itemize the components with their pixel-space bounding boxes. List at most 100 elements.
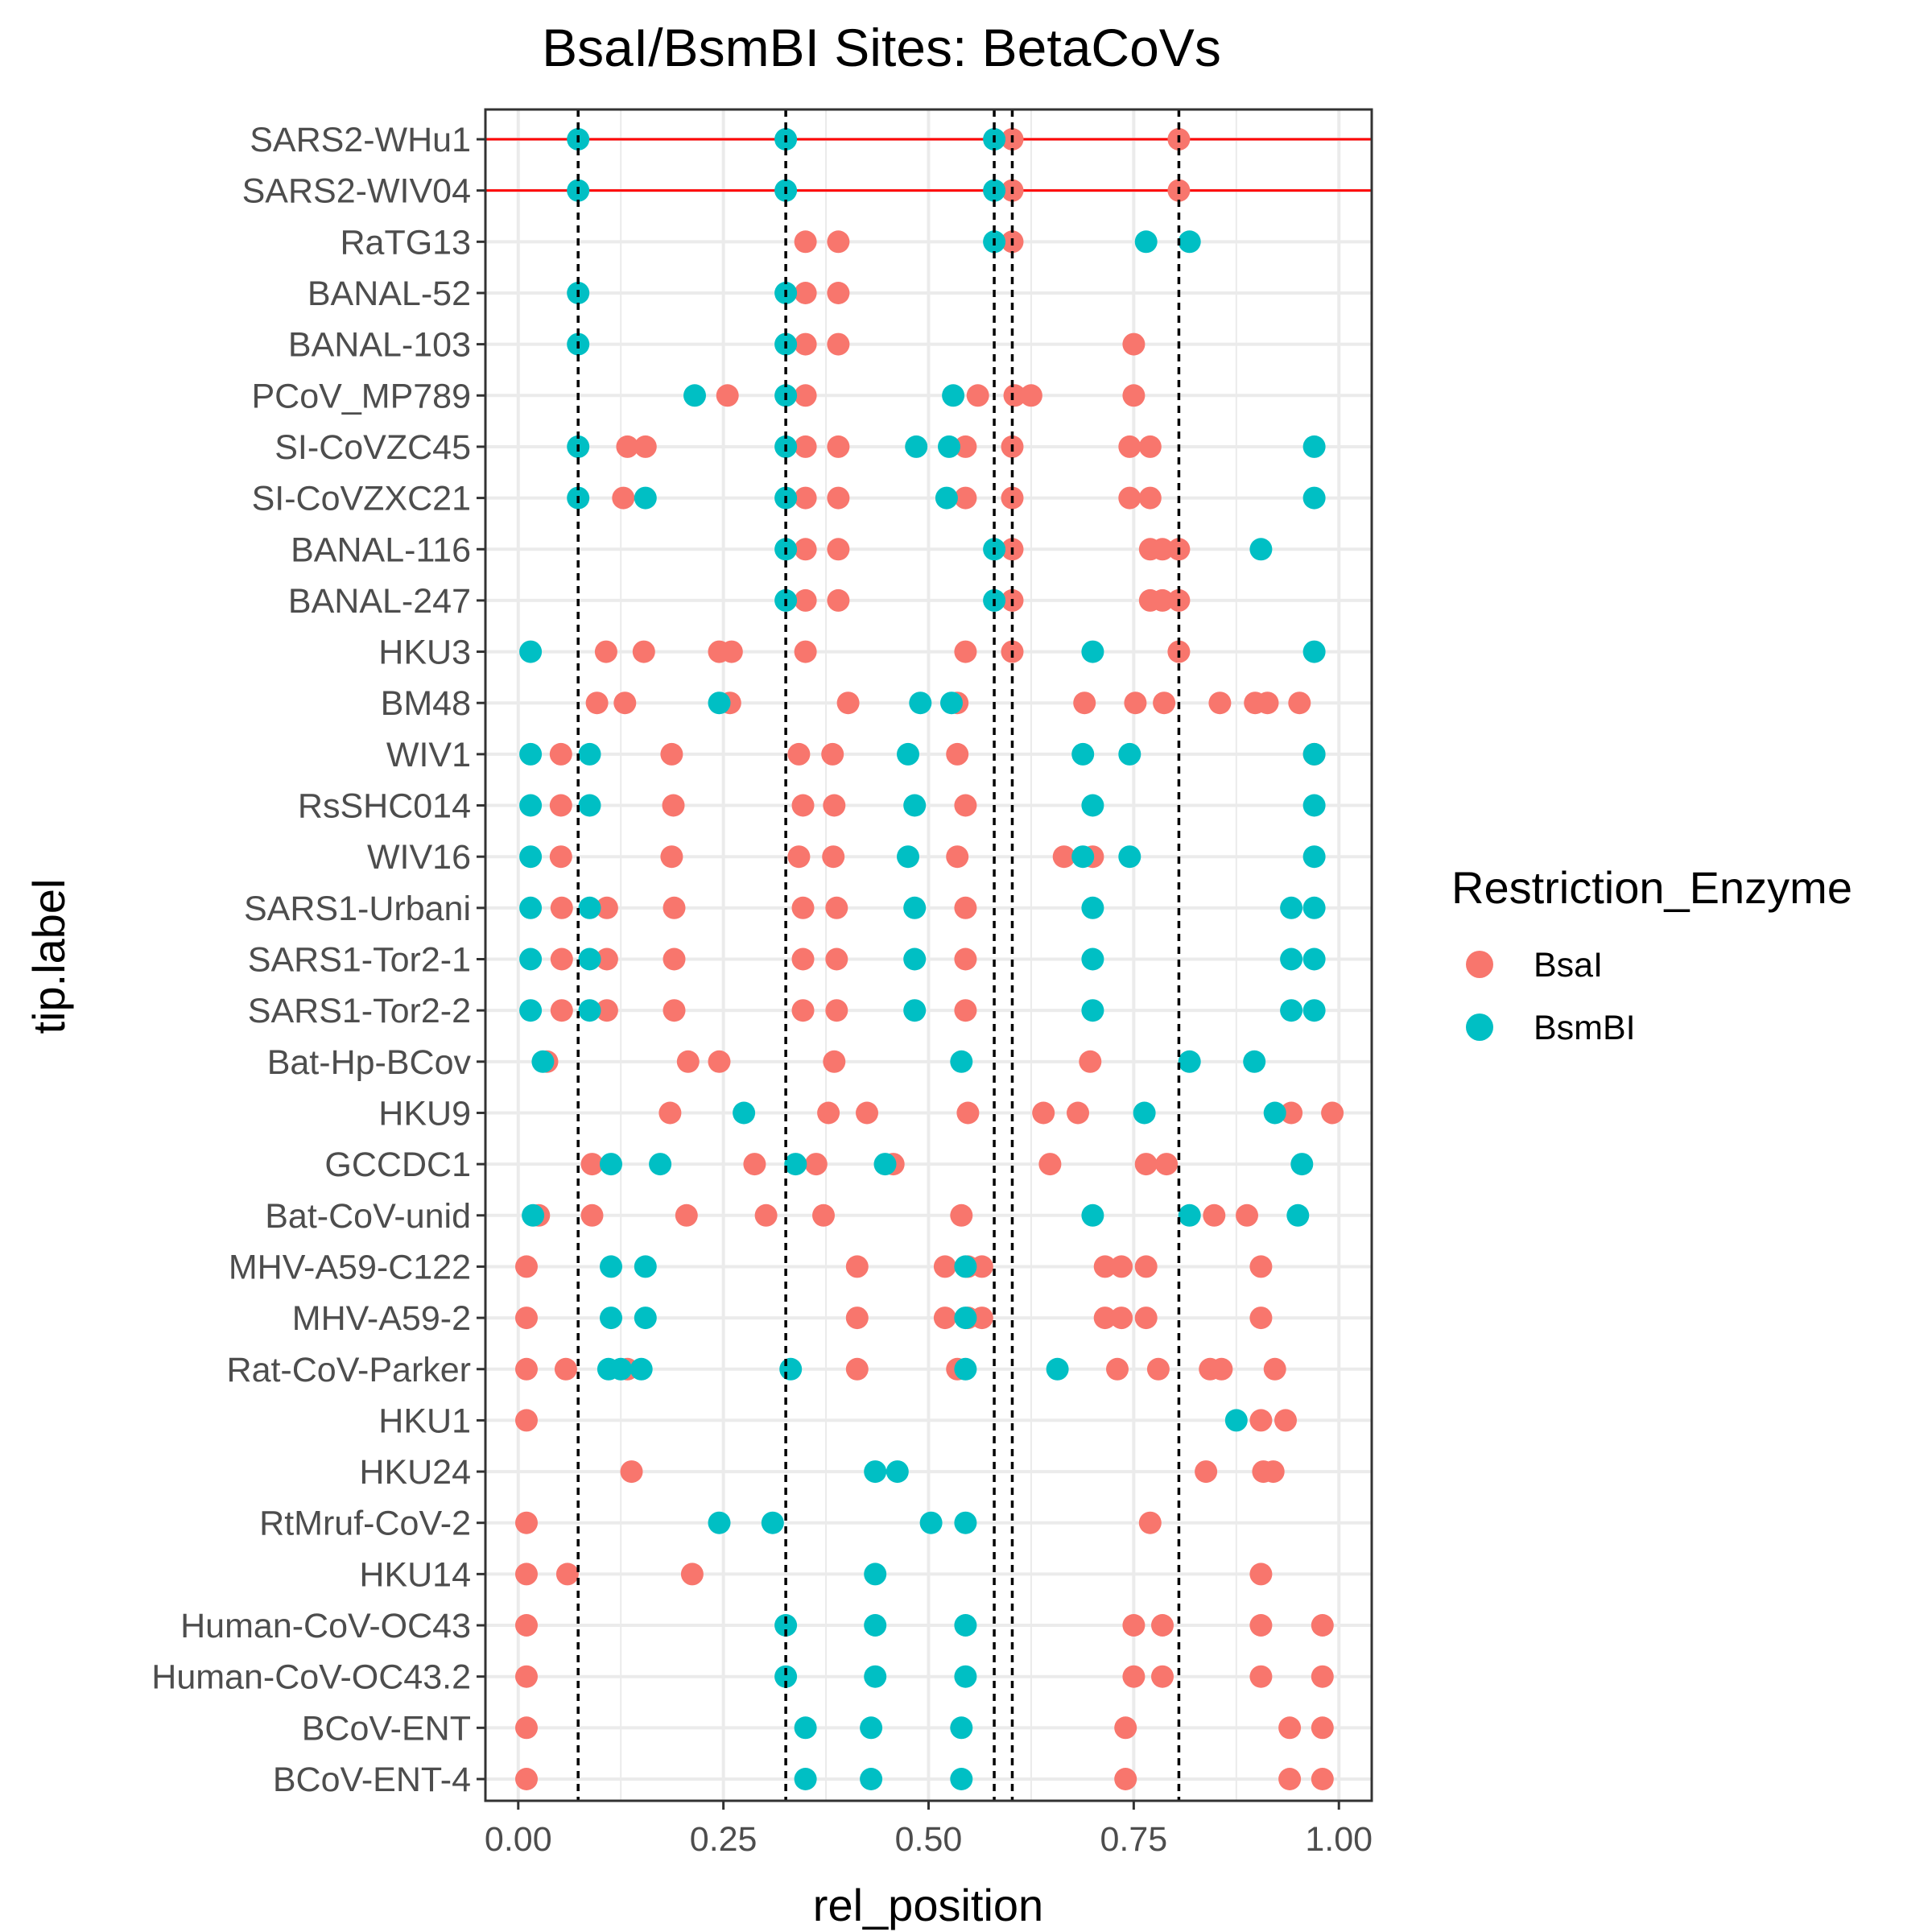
data-point-bsai <box>1249 1665 1273 1688</box>
data-point-bsai <box>550 999 573 1022</box>
data-point-bsai <box>585 691 609 715</box>
data-point-bsmbi <box>683 384 706 407</box>
data-point-bsmbi <box>903 947 927 971</box>
y-tick-label: Human-CoV-OC43.2 <box>151 1658 471 1697</box>
data-point-bsai <box>1038 1153 1062 1176</box>
data-point-bsai <box>675 1203 698 1227</box>
data-point-bsai <box>1122 1614 1146 1637</box>
legend-key-bsai <box>1466 951 1493 978</box>
data-point-bsai <box>515 1665 538 1688</box>
data-point-bsai <box>1118 435 1141 458</box>
data-point-bsai <box>680 1563 704 1586</box>
data-point-bsai <box>1151 588 1174 612</box>
data-point-bsai <box>1288 691 1311 715</box>
data-points <box>515 128 1344 1790</box>
data-point-bsmbi <box>578 742 601 766</box>
data-point-bsai <box>933 1255 956 1278</box>
data-point-bsmbi <box>600 1307 622 1330</box>
data-point-bsai <box>515 1716 538 1740</box>
data-point-bsmbi <box>519 742 543 766</box>
data-point-bsai <box>954 435 977 458</box>
x-tick-label: 1.00 <box>1305 1820 1373 1859</box>
data-point-bsai <box>825 896 848 919</box>
data-point-bsmbi <box>950 1768 973 1790</box>
data-point-bsmbi <box>1081 947 1104 971</box>
data-point-bsai <box>549 845 572 869</box>
data-point-bsmbi <box>1224 1409 1248 1432</box>
data-point-bsmbi <box>935 486 958 510</box>
data-point-bsai <box>1311 1768 1334 1790</box>
data-point-bsai <box>1114 1716 1137 1740</box>
data-point-bsmbi <box>1046 1357 1069 1381</box>
data-point-bsai <box>791 896 815 919</box>
data-point-bsmbi <box>860 1768 883 1790</box>
data-point-bsai <box>1153 691 1176 715</box>
legend-items: BsaI BsmBI <box>1466 946 1636 1047</box>
data-point-bsmbi <box>873 1153 897 1176</box>
data-point-bsai <box>1278 1768 1302 1790</box>
data-point-bsai <box>822 845 845 869</box>
data-point-bsai <box>827 332 850 356</box>
legend: Restriction_Enzyme BsaI BsmBI <box>1451 862 1852 1047</box>
data-point-bsai <box>933 1307 956 1330</box>
data-point-bsmbi <box>519 845 543 869</box>
data-point-bsmbi <box>794 1716 817 1740</box>
data-point-bsai <box>515 1614 538 1637</box>
data-point-bsai <box>1321 1101 1344 1125</box>
data-point-bsmbi <box>1302 435 1326 458</box>
data-point-bsmbi <box>649 1153 672 1176</box>
data-point-bsmbi <box>954 1307 977 1330</box>
data-point-bsmbi <box>1178 230 1201 254</box>
data-point-bsai <box>954 896 977 919</box>
data-point-bsai <box>1110 1255 1133 1278</box>
data-point-bsai <box>1110 1307 1133 1330</box>
data-point-bsmbi <box>519 947 543 971</box>
data-point-bsai <box>970 1255 993 1278</box>
data-point-bsai <box>660 742 683 766</box>
data-point-bsai <box>594 640 617 663</box>
data-point-bsai <box>1114 1768 1137 1790</box>
data-point-bsai <box>1079 1050 1102 1073</box>
data-point-bsai <box>1155 1153 1179 1176</box>
y-tick-label: HKU9 <box>378 1094 471 1133</box>
data-point-bsai <box>1203 1203 1226 1227</box>
data-point-bsai <box>1208 691 1232 715</box>
data-point-bsai <box>716 384 739 407</box>
data-point-bsai <box>823 1050 846 1073</box>
data-point-bsai <box>663 896 686 919</box>
y-tick-label: RtMruf-CoV-2 <box>259 1505 471 1543</box>
data-point-bsmbi <box>519 794 543 817</box>
data-point-bsai <box>595 999 618 1022</box>
data-point-bsai <box>794 384 817 407</box>
data-point-bsai <box>1052 845 1075 869</box>
data-point-bsmbi <box>1263 1101 1286 1125</box>
data-point-bsai <box>1106 1357 1129 1381</box>
y-tick-label: BCoV-ENT <box>302 1709 471 1748</box>
data-point-bsai <box>580 1153 604 1176</box>
data-point-bsai <box>549 794 572 817</box>
data-point-bsai <box>515 1357 538 1381</box>
data-point-bsai <box>515 1307 538 1330</box>
data-point-bsai <box>1278 1716 1302 1740</box>
data-point-bsai <box>1134 1255 1158 1278</box>
data-point-bsmbi <box>954 1357 977 1381</box>
data-point-bsai <box>794 486 817 510</box>
y-tick-label: SARS2-WIV04 <box>242 172 471 211</box>
legend-title: Restriction_Enzyme <box>1451 862 1852 913</box>
data-point-bsai <box>754 1203 778 1227</box>
data-point-bsai <box>613 691 637 715</box>
data-point-bsai <box>616 435 639 458</box>
data-point-bsai <box>956 1101 980 1125</box>
data-point-bsai <box>791 999 815 1022</box>
y-tick-label: HKU24 <box>359 1453 471 1492</box>
data-point-bsai <box>954 947 977 971</box>
y-tick-label: SI-CoVZC45 <box>275 428 471 467</box>
data-point-bsai <box>1093 1307 1117 1330</box>
data-point-bsai <box>1134 1153 1158 1176</box>
data-point-bsmbi <box>942 384 965 407</box>
data-point-bsmbi <box>950 1716 973 1740</box>
data-point-bsai <box>662 794 685 817</box>
data-point-bsmbi <box>897 742 919 766</box>
data-point-bsai <box>954 999 977 1022</box>
